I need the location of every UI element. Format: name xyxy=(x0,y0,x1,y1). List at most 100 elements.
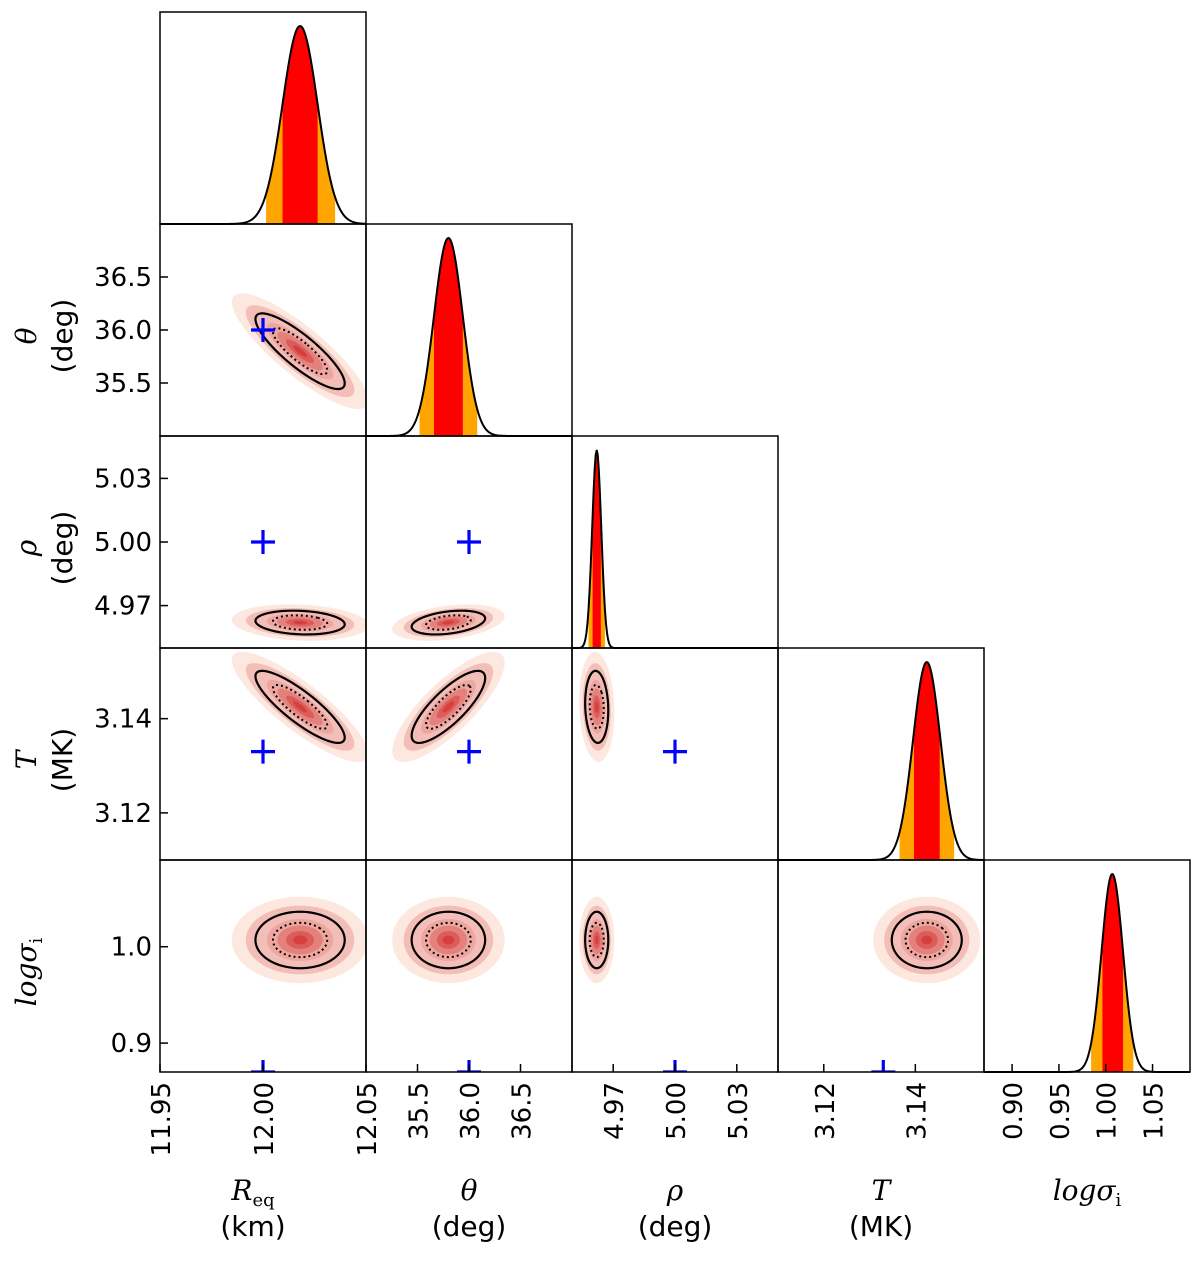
contour-outer xyxy=(254,669,346,745)
joint-density-core xyxy=(293,935,308,945)
joint-density-core xyxy=(245,663,355,751)
y-tick-label: 3.14 xyxy=(94,705,152,735)
x-tick-label: 1.05 xyxy=(1140,1082,1170,1140)
contour-outer xyxy=(254,312,346,391)
joint-density-halo xyxy=(231,896,366,984)
joint-density-core xyxy=(266,323,334,380)
joint-density-core xyxy=(403,905,494,975)
marginal-inner-band xyxy=(1102,874,1124,1072)
x-tick-label: 4.97 xyxy=(600,1082,630,1140)
y-axis-label-unit: (deg) xyxy=(46,511,79,586)
joint-density-halo xyxy=(231,651,366,762)
joint-density-halo xyxy=(392,896,505,984)
joint-density-core xyxy=(436,931,460,949)
x-axis-label-symbol: logσi xyxy=(1053,1174,1122,1211)
truth-marker xyxy=(251,318,275,342)
joint-density-core xyxy=(421,680,476,734)
joint-density-core xyxy=(293,345,308,358)
y-axis-label: ρ (deg) xyxy=(10,511,79,586)
truth-marker xyxy=(251,739,275,764)
y-axis-label: logσi xyxy=(10,937,47,1006)
x-axis-label: θ(deg) xyxy=(432,1174,507,1243)
contour-outer xyxy=(410,910,487,970)
joint-density-core xyxy=(245,305,355,398)
y-tick-label: 1.0 xyxy=(111,933,152,963)
x-tick-label: 5.03 xyxy=(724,1082,754,1140)
y-axis-label: θ (deg) xyxy=(10,299,79,374)
joint-density-core xyxy=(286,618,315,627)
x-axis-label-symbol: Req xyxy=(230,1174,274,1211)
marginal-inner-band xyxy=(433,238,463,436)
joint-density-core xyxy=(442,620,455,625)
x-tick-label: 12.00 xyxy=(250,1082,280,1156)
contour-outer xyxy=(254,910,346,970)
x-tick-label: 36.0 xyxy=(456,1082,486,1140)
joint-density-core xyxy=(582,663,611,751)
marginal-inner-band xyxy=(592,450,601,648)
joint-density-core xyxy=(277,331,323,371)
contour-inner-dotted xyxy=(425,921,472,959)
contour-outer xyxy=(890,910,963,970)
joint-density-core xyxy=(436,695,460,719)
joint-density-core xyxy=(900,918,953,962)
joint-density-core xyxy=(266,680,334,734)
x-axis-label-subscript: eq xyxy=(252,1190,274,1211)
contour-inner-dotted xyxy=(904,921,950,959)
truth-markers xyxy=(251,318,896,1072)
x-tick-label: 1.00 xyxy=(1093,1082,1123,1140)
y-tick-label: 36.5 xyxy=(94,263,152,293)
joint-density-core xyxy=(403,663,494,751)
joint-density-core xyxy=(582,905,611,975)
x-tick-label: 3.14 xyxy=(902,1082,932,1140)
truth-marker xyxy=(663,739,687,764)
joint-density-core xyxy=(436,618,460,627)
marginal-inner-band xyxy=(913,662,940,860)
y-axis-label-unit: (MK) xyxy=(46,728,79,792)
y-axis-label-symbol: T xyxy=(10,748,43,769)
joint-density-core xyxy=(442,935,455,945)
joint-density-core xyxy=(594,701,599,713)
y-tick-label: 36.0 xyxy=(94,316,152,346)
joint-density-core xyxy=(286,931,315,949)
x-axis-label-unit: (deg) xyxy=(638,1210,713,1243)
y-axis-label-symbol: θ xyxy=(10,327,43,344)
joint-density-core xyxy=(590,925,603,955)
joint-density-core xyxy=(594,935,599,945)
x-tick-label: 5.00 xyxy=(662,1082,692,1140)
density-halos xyxy=(231,293,981,984)
joint-density-core xyxy=(915,931,938,949)
joint-density-halo xyxy=(231,293,366,410)
joint-density-halo xyxy=(392,604,505,641)
x-tick-label: 36.5 xyxy=(508,1082,538,1140)
y-tick-label: 35.5 xyxy=(94,369,152,399)
joint-density-core xyxy=(277,616,323,629)
y-axis-label-unit: (deg) xyxy=(46,299,79,374)
x-axis-label: ρ(deg) xyxy=(638,1174,713,1243)
joint-density-core xyxy=(442,701,455,713)
joint-density-core xyxy=(429,688,468,726)
x-axis-label-unit: (km) xyxy=(220,1210,285,1243)
joint-density-core xyxy=(293,701,308,713)
x-tick-label: 35.5 xyxy=(405,1082,435,1140)
joint-density-core xyxy=(590,688,603,726)
joint-density-core xyxy=(593,695,601,719)
joint-density-core xyxy=(286,339,315,364)
contour-inner-dotted xyxy=(271,921,329,959)
marginal-panel-bg xyxy=(160,12,366,224)
joint-density-core xyxy=(421,918,476,962)
joint-density-halo xyxy=(579,896,615,984)
x-tick-label: 0.95 xyxy=(1046,1082,1076,1140)
joint-density-core xyxy=(277,688,323,726)
truth-marker xyxy=(251,530,275,554)
joint-density-core xyxy=(908,925,945,955)
contour-outer xyxy=(410,609,487,636)
contour-inner-dotted xyxy=(271,684,329,730)
truth-marker xyxy=(871,1060,896,1072)
x-axis-label: T(MK) xyxy=(849,1174,913,1243)
marginal-fills xyxy=(266,26,1134,1072)
joint-density-core xyxy=(429,616,468,629)
axis-text: 35.5 36.0 36.5 4.97 5.00 5.03 3.12 3.14 0.9 1.0 11… xyxy=(10,263,1170,1243)
joint-density-core xyxy=(286,695,315,719)
truth-marker xyxy=(457,530,481,554)
